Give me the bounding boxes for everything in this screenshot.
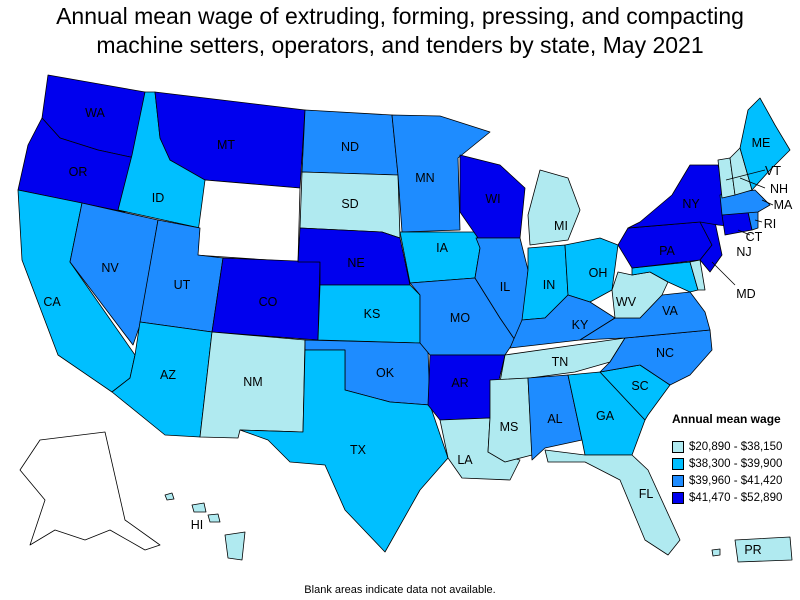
legend-swatch — [672, 441, 684, 453]
label-FL: FL — [639, 487, 654, 501]
label-CO: CO — [259, 295, 278, 309]
title-line-1: Annual mean wage of extruding, forming, … — [56, 3, 744, 29]
state-TN — [499, 337, 626, 383]
label-ID: ID — [152, 191, 165, 205]
map-title: Annual mean wage of extruding, forming, … — [0, 2, 800, 60]
label-ME: ME — [752, 136, 771, 150]
legend-label: $39,960 - $41,420 — [689, 475, 783, 487]
label-NJ: NJ — [736, 245, 751, 259]
label-MO: MO — [450, 311, 470, 325]
label-AR: AR — [451, 376, 468, 390]
label-NH: NH — [770, 182, 788, 196]
legend-item: $38,300 - $39,900 — [672, 457, 797, 471]
state-IA — [399, 231, 481, 284]
label-SD: SD — [341, 197, 358, 211]
legend-swatch — [672, 475, 684, 487]
label-NE: NE — [347, 256, 364, 270]
state-KY — [509, 294, 616, 349]
legend-item: $41,470 - $52,890 — [672, 491, 797, 505]
state-PR — [711, 536, 793, 563]
state-NV — [69, 202, 159, 346]
label-PA: PA — [659, 244, 675, 258]
legend-item: $20,890 - $38,150 — [672, 440, 797, 454]
label-MN: MN — [415, 171, 434, 185]
label-AZ: AZ — [160, 368, 176, 382]
label-CT: CT — [746, 230, 763, 244]
legend-label: $20,890 - $38,150 — [689, 441, 783, 453]
label-VT: VT — [765, 164, 781, 178]
legend-label: $41,470 - $52,890 — [689, 492, 783, 504]
state-ME — [739, 97, 791, 191]
label-RI: RI — [764, 217, 777, 231]
label-UT: UT — [174, 278, 191, 292]
label-CA: CA — [43, 295, 61, 309]
label-IL: IL — [500, 280, 510, 294]
label-AL: AL — [547, 412, 562, 426]
state-WY — [194, 179, 301, 263]
legend-label: $38,300 - $39,900 — [689, 458, 783, 470]
label-WI: WI — [485, 192, 500, 206]
label-PR: PR — [744, 543, 761, 557]
footnote: Blank areas indicate data not available. — [304, 584, 496, 596]
label-MI: MI — [554, 219, 568, 233]
state-AL — [527, 374, 583, 461]
label-MS: MS — [500, 420, 519, 434]
label-ND: ND — [341, 140, 359, 154]
label-IN: IN — [543, 278, 556, 292]
label-NC: NC — [656, 346, 674, 360]
label-GA: GA — [596, 409, 615, 423]
label-WA: WA — [85, 106, 105, 120]
state-TX — [239, 349, 449, 553]
state-AK — [19, 431, 161, 551]
label-TX: TX — [350, 443, 367, 457]
label-MT: MT — [217, 138, 235, 152]
callout-lines — [711, 169, 774, 286]
label-WV: WV — [616, 295, 637, 309]
label-OR: OR — [69, 165, 88, 179]
state-MN — [391, 114, 491, 233]
state-HI — [164, 492, 246, 561]
label-SC: SC — [631, 379, 648, 393]
label-NV: NV — [101, 261, 119, 275]
label-MA: MA — [774, 198, 793, 212]
label-MD: MD — [736, 287, 755, 301]
label-HI: HI — [191, 518, 204, 532]
label-IA: IA — [436, 241, 448, 255]
label-KS: KS — [364, 307, 381, 321]
legend-item: $39,960 - $41,420 — [672, 474, 797, 488]
label-NM: NM — [243, 375, 262, 389]
label-LA: LA — [457, 453, 473, 467]
label-NY: NY — [682, 197, 700, 211]
legend-swatch — [672, 458, 684, 470]
legend: Annual mean wage $20,890 - $38,150 $38,3… — [672, 412, 797, 508]
state-MI — [527, 169, 581, 246]
legend-title: Annual mean wage — [672, 412, 781, 426]
label-VA: VA — [662, 304, 678, 318]
label-KY: KY — [572, 318, 589, 332]
label-OK: OK — [376, 366, 395, 380]
title-line-2: machine setters, operators, and tenders … — [96, 32, 704, 58]
state-FL — [544, 449, 681, 556]
label-TN: TN — [552, 355, 569, 369]
legend-swatch — [672, 492, 684, 504]
state-labels: WA OR CA ID NV MT UT AZ CO NM ND SD NE K… — [43, 106, 793, 557]
label-OH: OH — [589, 266, 608, 280]
